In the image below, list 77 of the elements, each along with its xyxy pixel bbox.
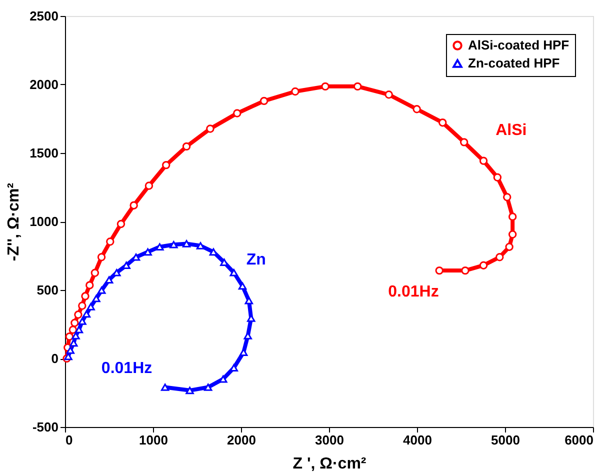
y-tick-label: 1000	[30, 214, 58, 229]
point	[460, 138, 468, 146]
point	[160, 384, 170, 391]
annotation: AlSi	[496, 122, 527, 139]
point	[144, 182, 154, 190]
point	[78, 302, 86, 310]
point	[384, 90, 393, 99]
point	[156, 243, 164, 250]
point	[104, 276, 114, 284]
point	[65, 332, 74, 341]
point	[321, 82, 330, 91]
x-tick-label: 0	[66, 432, 73, 448]
annotation: 0.01Hz	[388, 283, 439, 300]
point	[86, 303, 95, 310]
point	[106, 238, 114, 246]
point	[72, 332, 80, 340]
point	[238, 282, 247, 290]
point	[204, 384, 212, 391]
point	[81, 292, 90, 300]
point	[353, 82, 362, 91]
legend-label: AlSi-coated HPF	[468, 38, 570, 52]
point	[239, 348, 248, 356]
y-tick-label: 1500	[30, 146, 58, 160]
point	[493, 173, 502, 182]
point	[74, 310, 82, 319]
x-axis-title: Z ', Ω·cm²	[292, 456, 366, 472]
point	[260, 96, 268, 106]
x-tick-label: 6000	[564, 432, 594, 448]
point	[92, 294, 100, 302]
point	[206, 124, 214, 133]
point	[86, 281, 94, 290]
point	[116, 220, 126, 228]
point	[461, 266, 470, 275]
annotation: 0.01Hz	[101, 360, 152, 377]
point	[90, 268, 100, 277]
point	[503, 193, 512, 202]
point	[508, 230, 517, 238]
point	[412, 105, 421, 114]
x-tick-label: 4000	[403, 432, 432, 448]
point	[435, 266, 444, 275]
x-tick-label: 3000	[315, 432, 344, 448]
legend-label: Zn-coated HPF	[468, 56, 560, 70]
point	[230, 268, 238, 276]
point	[219, 375, 228, 383]
y-tick-label: 2500	[30, 8, 58, 24]
x-tick-label: 2000	[227, 432, 256, 448]
point	[196, 242, 205, 250]
y-tick-label: 2000	[30, 77, 58, 92]
point	[505, 242, 514, 251]
y-tick-label: 0	[51, 351, 58, 366]
x-tick-label: 1000	[139, 432, 168, 448]
y-tick-label: -500	[32, 420, 58, 434]
point	[97, 253, 106, 262]
point	[74, 326, 84, 334]
point	[291, 87, 300, 96]
point	[82, 310, 91, 318]
point	[170, 241, 178, 248]
point	[130, 201, 138, 210]
point	[479, 261, 488, 270]
point	[182, 240, 191, 248]
point	[182, 142, 191, 151]
point	[508, 212, 517, 221]
annotation: Zn	[246, 251, 266, 268]
point	[78, 318, 86, 325]
point	[70, 318, 79, 327]
point	[233, 109, 242, 118]
x-tick-label: 5000	[491, 432, 520, 448]
point	[438, 118, 447, 127]
point	[496, 253, 504, 262]
point	[479, 156, 488, 165]
point	[98, 286, 106, 294]
y-tick-label: 500	[36, 282, 58, 298]
point	[244, 296, 254, 304]
point	[162, 160, 170, 170]
point	[186, 386, 194, 394]
point	[144, 248, 152, 256]
y-axis-title: -Z'', Ω·cm²	[6, 182, 23, 262]
